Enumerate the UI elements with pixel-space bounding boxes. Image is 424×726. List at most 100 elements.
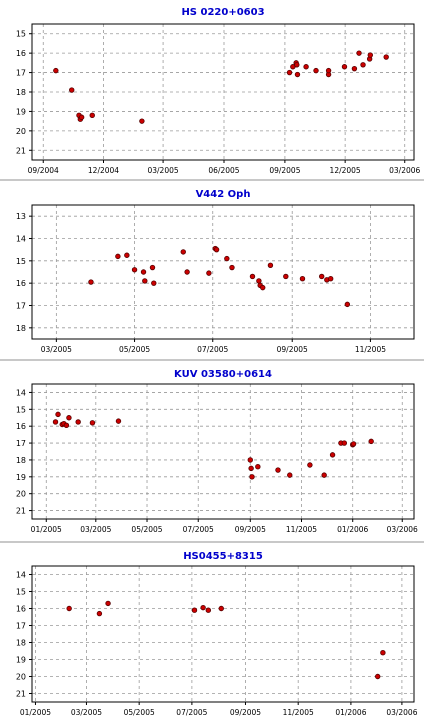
y-tick-label: 21 xyxy=(16,507,26,516)
data-point xyxy=(184,269,190,275)
data-point xyxy=(89,420,96,426)
data-point xyxy=(142,278,148,284)
y-tick-label: 15 xyxy=(16,257,26,266)
data-point xyxy=(213,246,220,253)
data-point xyxy=(249,273,256,280)
x-tick-label: 09/2005 xyxy=(269,166,300,175)
data-point xyxy=(149,264,156,271)
y-tick-label: 18 xyxy=(16,88,26,97)
chart-title: HS 0220+0603 xyxy=(181,7,264,18)
data-point xyxy=(303,64,309,70)
y-tick-label: 18 xyxy=(16,456,26,465)
x-tick-label: 11/2005 xyxy=(355,345,386,354)
data-point xyxy=(380,650,386,656)
data-point xyxy=(299,276,306,282)
x-tick-label: 07/2005 xyxy=(197,345,228,354)
y-tick-label: 15 xyxy=(16,405,26,414)
x-tick-label: 03/2006 xyxy=(387,525,418,534)
x-tick-label: 07/2005 xyxy=(176,708,207,717)
data-point xyxy=(124,252,130,258)
x-tick-label: 09/2005 xyxy=(277,345,308,354)
data-point xyxy=(131,267,138,273)
panel-separator xyxy=(0,541,424,543)
data-point xyxy=(287,472,293,478)
y-tick-label: 20 xyxy=(16,673,26,682)
y-tick-label: 15 xyxy=(16,588,26,597)
data-point xyxy=(105,600,111,607)
data-point xyxy=(247,457,253,463)
y-tick-label: 17 xyxy=(16,302,26,311)
data-point xyxy=(260,284,266,291)
y-tick-label: 21 xyxy=(16,146,26,155)
chart-title: HS0455+8315 xyxy=(183,551,263,562)
data-point xyxy=(344,301,351,308)
y-tick-label: 18 xyxy=(16,639,26,648)
data-point xyxy=(325,67,332,74)
x-tick-label: 06/2005 xyxy=(208,166,239,175)
data-point xyxy=(341,64,348,70)
data-point xyxy=(375,673,381,680)
data-point xyxy=(255,463,261,470)
y-tick-label: 15 xyxy=(16,30,26,39)
data-point xyxy=(350,441,357,447)
chart-title: KUV 03580+0614 xyxy=(174,369,272,380)
data-point xyxy=(200,604,206,611)
data-point xyxy=(115,418,122,424)
x-tick-label: 09/2005 xyxy=(230,708,261,717)
y-tick-label: 16 xyxy=(16,49,26,58)
x-tick-label: 03/2005 xyxy=(41,345,72,354)
x-tick-label: 09/2005 xyxy=(235,525,266,534)
chart-panel-2: V442 Oph 13 14 15 16 17 18 03/2005 05/2005 07/200… xyxy=(16,189,415,354)
data-point xyxy=(351,65,358,72)
data-point xyxy=(75,419,81,425)
data-point xyxy=(52,419,59,425)
data-point xyxy=(321,472,327,478)
x-tick-label: 11/2005 xyxy=(283,708,314,717)
data-point xyxy=(307,462,313,468)
y-tick-label: 16 xyxy=(16,422,26,431)
y-tick-label: 19 xyxy=(16,107,26,116)
data-point xyxy=(151,280,157,286)
data-point xyxy=(286,69,293,76)
data-point xyxy=(96,610,103,617)
panel-separator xyxy=(0,359,424,361)
data-point xyxy=(69,87,75,93)
x-tick-label: 03/2005 xyxy=(71,708,102,717)
y-tick-label: 14 xyxy=(16,235,26,244)
x-tick-label: 01/2006 xyxy=(335,708,366,717)
y-tick-label: 20 xyxy=(16,127,26,136)
data-point xyxy=(383,54,389,60)
y-tick-label: 21 xyxy=(16,690,26,699)
x-tick-label: 01/2005 xyxy=(31,525,62,534)
data-point xyxy=(294,62,300,68)
data-point xyxy=(53,67,59,74)
chart-panel-3: KUV 03580+0614 14 15 16 17 18 19 20 21 01/2005 03/… xyxy=(16,369,418,534)
y-tick-label: 17 xyxy=(16,69,26,78)
data-point xyxy=(88,279,94,285)
data-point xyxy=(229,264,235,271)
plot-frame xyxy=(31,383,415,520)
plot-area xyxy=(32,205,414,339)
data-point xyxy=(329,452,336,458)
data-point xyxy=(360,62,366,68)
y-tick-label: 16 xyxy=(16,605,26,614)
data-point xyxy=(356,50,362,56)
y-tick-label: 19 xyxy=(16,473,26,482)
data-point xyxy=(256,278,262,284)
data-point xyxy=(368,438,374,445)
data-point xyxy=(55,411,61,418)
x-tick-label: 05/2005 xyxy=(131,525,162,534)
y-tick-label: 14 xyxy=(16,571,26,580)
y-tick-label: 14 xyxy=(16,388,26,397)
y-tick-label: 16 xyxy=(16,279,26,288)
x-tick-label: 12/2004 xyxy=(88,166,119,175)
data-point xyxy=(319,273,325,280)
plot-area xyxy=(32,384,414,519)
plot-frame xyxy=(31,204,415,340)
data-point xyxy=(313,67,319,74)
data-point xyxy=(267,262,274,268)
data-point xyxy=(205,607,212,613)
x-tick-label: 05/2005 xyxy=(124,708,155,717)
y-tick-label: 20 xyxy=(16,490,26,499)
data-point xyxy=(218,605,224,612)
